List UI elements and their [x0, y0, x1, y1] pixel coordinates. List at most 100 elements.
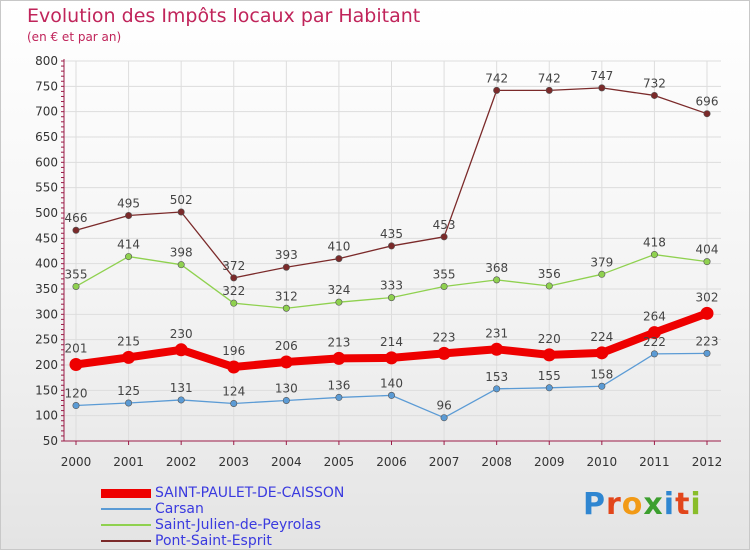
y-tick-label: 300 — [35, 307, 58, 321]
data-point — [335, 255, 343, 263]
legend-label: Saint-Julien-de-Peyrolas — [155, 517, 322, 533]
data-label: 155 — [538, 369, 561, 383]
logo-letter: P — [583, 487, 606, 522]
data-point — [545, 282, 553, 290]
legend-swatch — [101, 508, 151, 510]
data-label: 230 — [170, 327, 193, 341]
data-label: 742 — [485, 71, 508, 85]
y-tick-label: 450 — [35, 231, 58, 245]
data-label: 732 — [643, 76, 666, 90]
x-tick-label: 2004 — [271, 455, 302, 469]
data-point — [72, 402, 80, 410]
x-tick-label: 2010 — [587, 455, 618, 469]
logo-letter: o — [621, 487, 644, 522]
data-label: 312 — [275, 289, 298, 303]
data-point — [72, 226, 80, 234]
data-label: 356 — [538, 267, 561, 281]
data-label: 131 — [170, 381, 193, 395]
data-point — [230, 299, 238, 307]
data-point — [282, 396, 290, 404]
data-point — [650, 350, 658, 358]
y-tick-label: 50 — [43, 434, 58, 448]
data-label: 747 — [590, 69, 613, 83]
data-point — [542, 348, 556, 362]
x-tick-label: 2007 — [429, 455, 460, 469]
data-point — [703, 258, 711, 266]
x-tick-label: 2006 — [376, 455, 407, 469]
data-label: 222 — [643, 335, 666, 349]
data-label: 379 — [590, 255, 613, 269]
data-point — [440, 282, 448, 290]
y-tick-label: 100 — [35, 409, 58, 423]
data-point — [230, 274, 238, 282]
data-point — [387, 294, 395, 302]
y-tick-label: 200 — [35, 358, 58, 372]
y-tick-label: 550 — [35, 181, 58, 195]
data-label: 136 — [327, 378, 350, 392]
data-point — [227, 360, 241, 374]
logo-letter: i — [690, 487, 702, 522]
data-point — [122, 350, 136, 364]
data-point — [440, 233, 448, 241]
data-label: 435 — [380, 227, 403, 241]
data-label: 322 — [222, 284, 245, 298]
data-point — [650, 91, 658, 99]
data-label: 130 — [275, 381, 298, 395]
y-tick-label: 750 — [35, 79, 58, 93]
x-tick-label: 2003 — [218, 455, 249, 469]
y-tick-label: 500 — [35, 206, 58, 220]
data-point — [335, 393, 343, 401]
data-label: 96 — [436, 399, 451, 413]
data-point — [282, 263, 290, 271]
data-point — [595, 346, 609, 360]
legend-swatch — [101, 489, 151, 498]
data-label: 696 — [696, 95, 719, 109]
data-label: 324 — [327, 283, 350, 297]
data-point — [703, 349, 711, 357]
data-label: 333 — [380, 279, 403, 293]
data-label: 223 — [696, 334, 719, 348]
data-point — [387, 242, 395, 250]
x-tick-label: 2009 — [534, 455, 565, 469]
data-point — [174, 343, 188, 357]
data-point — [332, 351, 346, 365]
data-label: 220 — [538, 332, 561, 346]
data-label: 404 — [696, 243, 719, 257]
data-point — [72, 282, 80, 290]
data-point — [279, 355, 293, 369]
data-label: 302 — [696, 290, 719, 304]
data-point — [598, 270, 606, 278]
chart-subtitle: (en € et par an) — [27, 30, 122, 44]
logo-letter: r — [606, 487, 622, 522]
data-point — [177, 261, 185, 269]
logo-letter: i — [663, 487, 676, 522]
data-label: 223 — [433, 330, 456, 344]
data-label: 372 — [222, 259, 245, 273]
data-label: 466 — [65, 211, 88, 225]
y-tick-label: 650 — [35, 130, 58, 144]
data-point — [385, 351, 398, 365]
data-label: 158 — [590, 367, 613, 381]
data-label: 495 — [117, 197, 140, 211]
data-point — [125, 253, 133, 261]
data-label: 215 — [117, 334, 140, 348]
y-tick-label: 150 — [35, 383, 58, 397]
data-label: 214 — [380, 335, 403, 349]
x-tick-label: 2000 — [61, 455, 92, 469]
data-label: 742 — [538, 71, 561, 85]
data-label: 125 — [117, 384, 140, 398]
data-point — [647, 326, 661, 340]
legend-swatch — [101, 524, 151, 526]
data-point — [650, 251, 658, 259]
legend-label: SAINT-PAULET-DE-CAISSON — [155, 485, 345, 501]
data-point — [230, 400, 238, 408]
data-point — [437, 346, 451, 360]
data-label: 414 — [117, 238, 140, 252]
y-tick-label: 800 — [35, 54, 58, 68]
data-label: 231 — [485, 326, 508, 340]
x-tick-label: 2008 — [481, 455, 512, 469]
data-point — [493, 86, 501, 94]
data-label: 393 — [275, 248, 298, 262]
